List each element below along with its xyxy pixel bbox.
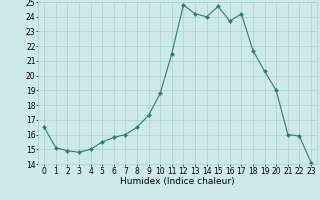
X-axis label: Humidex (Indice chaleur): Humidex (Indice chaleur) <box>120 177 235 186</box>
